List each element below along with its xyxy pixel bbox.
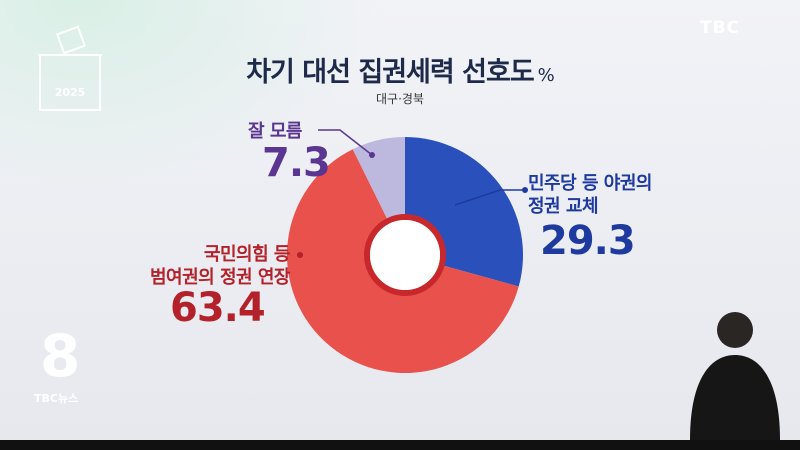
interpreter-body [690,355,780,440]
ballot-box-icon [38,25,102,111]
value-label: 63.4 [170,285,266,331]
category-label: 민주당 등 야권의 정권 교체 [528,173,652,217]
news-logo: TBC뉴스 [34,392,79,405]
slice [352,137,405,221]
leader-dot [369,152,375,158]
interpreter-head [717,312,753,348]
chart-title: 차기 대선 집권세력 선호도% [0,50,800,89]
leader-dot [297,252,303,258]
title-text: 차기 대선 집권세력 선호도 [246,57,534,88]
channel-logo: TBC [699,18,740,38]
slice [287,149,519,373]
category-label: 잘 모름 [248,121,302,142]
value-label: 7.3 [262,140,331,186]
leader-dot [522,187,528,193]
slice [405,137,524,287]
bottom-bar [0,440,800,450]
leader-line [454,189,525,206]
channel-number: 8 [40,322,81,390]
hole [370,220,440,290]
year-badge: 2025 [54,86,86,99]
category-label: 국민의힘 등 범여권의 정권 연장 [149,244,291,288]
subtitle: 대구·경북 [376,92,424,106]
leader-line [318,129,373,156]
hole-ring [364,214,446,296]
value-label: 29.3 [540,218,636,264]
unit: % [537,65,555,86]
